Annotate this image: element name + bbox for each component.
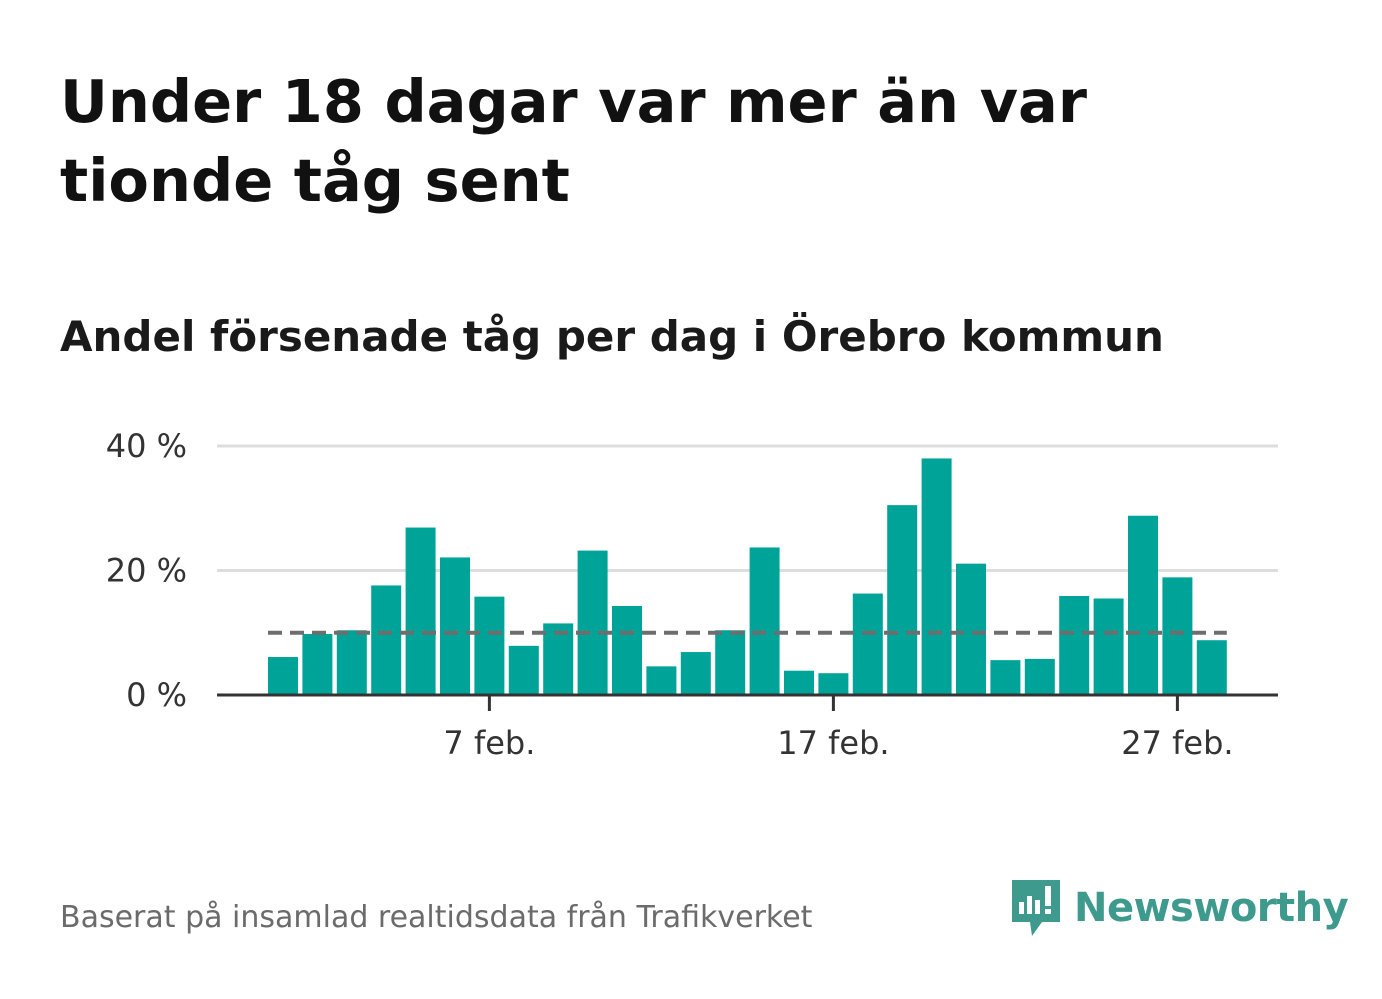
bar <box>1128 515 1158 695</box>
x-tick-label: 7 feb. <box>443 724 535 762</box>
bar <box>715 630 746 695</box>
bar <box>1059 596 1090 695</box>
bar <box>852 593 883 695</box>
axes: 0 % 20 % 40 % 7 feb. 17 feb. 27 feb. <box>106 427 1278 762</box>
bar <box>956 563 986 695</box>
bar <box>749 547 780 695</box>
bar <box>577 550 608 695</box>
x-tick-label: 27 feb. <box>1121 724 1233 762</box>
chart-subtitle: Andel försenade tåg per dag i Örebro kom… <box>60 312 1164 361</box>
source-note: Baserat på insamlad realtidsdata från Tr… <box>60 900 813 935</box>
bar <box>1024 658 1055 695</box>
bar <box>405 527 436 695</box>
bar <box>990 660 1021 695</box>
bar <box>1093 598 1124 695</box>
bar <box>1162 577 1193 695</box>
bar <box>680 652 711 695</box>
y-tick-label: 40 % <box>106 427 187 465</box>
bar <box>646 666 677 695</box>
gridlines <box>217 444 1278 572</box>
x-tick-label: 17 feb. <box>777 724 889 762</box>
brand-name: Newsworthy <box>1074 885 1349 931</box>
bar <box>612 605 642 695</box>
bar <box>543 623 574 695</box>
bar <box>336 630 367 695</box>
bar <box>921 458 952 695</box>
bar <box>784 670 814 695</box>
y-tick-label: 0 % <box>126 676 187 714</box>
bar <box>302 633 333 695</box>
bar <box>371 585 402 695</box>
newsworthy-logo-icon <box>1012 880 1060 936</box>
bar <box>508 645 539 695</box>
bar <box>268 657 298 695</box>
bar <box>1196 640 1227 695</box>
bar <box>818 673 849 695</box>
brand-logo[interactable]: Newsworthy <box>1010 878 1349 938</box>
chart-headline: Under 18 dagar var mer än var tionde tåg… <box>60 67 1087 215</box>
bar <box>887 505 918 695</box>
y-tick-label: 20 % <box>106 552 187 590</box>
bar <box>474 596 505 695</box>
bars <box>268 458 1227 695</box>
bar <box>440 557 470 695</box>
